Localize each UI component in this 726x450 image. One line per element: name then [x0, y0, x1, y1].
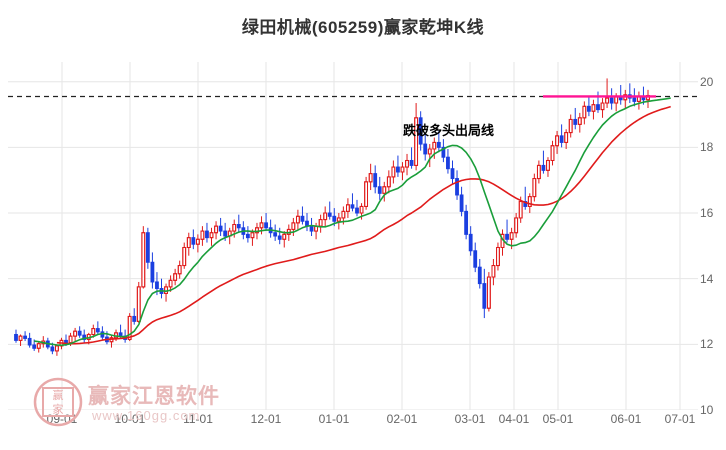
y-axis-tick: 20 — [700, 74, 714, 89]
x-axis-tick: 05-01 — [542, 412, 574, 426]
plot-area — [8, 62, 698, 410]
y-axis-tick: 18 — [700, 140, 714, 155]
x-axis-tick: 07-01 — [664, 412, 696, 426]
x-axis-tick: 10-01 — [114, 412, 146, 426]
svg-text:家: 家 — [53, 402, 64, 416]
page-title: 绿田机械(605259)赢家乾坤K线 — [241, 18, 485, 37]
watermark-subtext: www.160gg.com — [92, 408, 201, 423]
watermark-text: 赢家江恩软件 — [88, 385, 220, 408]
watermark-seal-icon: 赢 家 — [33, 377, 83, 427]
x-axis-tick: 06-01 — [610, 412, 642, 426]
x-axis-tick: 04-01 — [498, 412, 530, 426]
y-axis-tick: 12 — [700, 337, 714, 352]
y-axis-tick: 16 — [700, 206, 714, 221]
x-axis-tick: 01-01 — [318, 412, 350, 426]
candlestick-svg — [8, 62, 698, 410]
x-axis-tick: 03-01 — [454, 412, 486, 426]
x-axis-tick: 12-01 — [250, 412, 282, 426]
y-axis-tick: 14 — [700, 271, 714, 286]
x-axis-tick: 11-01 — [183, 412, 213, 426]
y-axis-tick: 10 — [700, 403, 714, 417]
svg-text:赢: 赢 — [53, 388, 64, 402]
x-axis-tick: 02-01 — [386, 412, 418, 426]
watermark: 赢 家 赢家江恩软件 www.160gg.com — [30, 372, 280, 432]
annotation-label: 跌破多头出局线 — [403, 123, 495, 138]
